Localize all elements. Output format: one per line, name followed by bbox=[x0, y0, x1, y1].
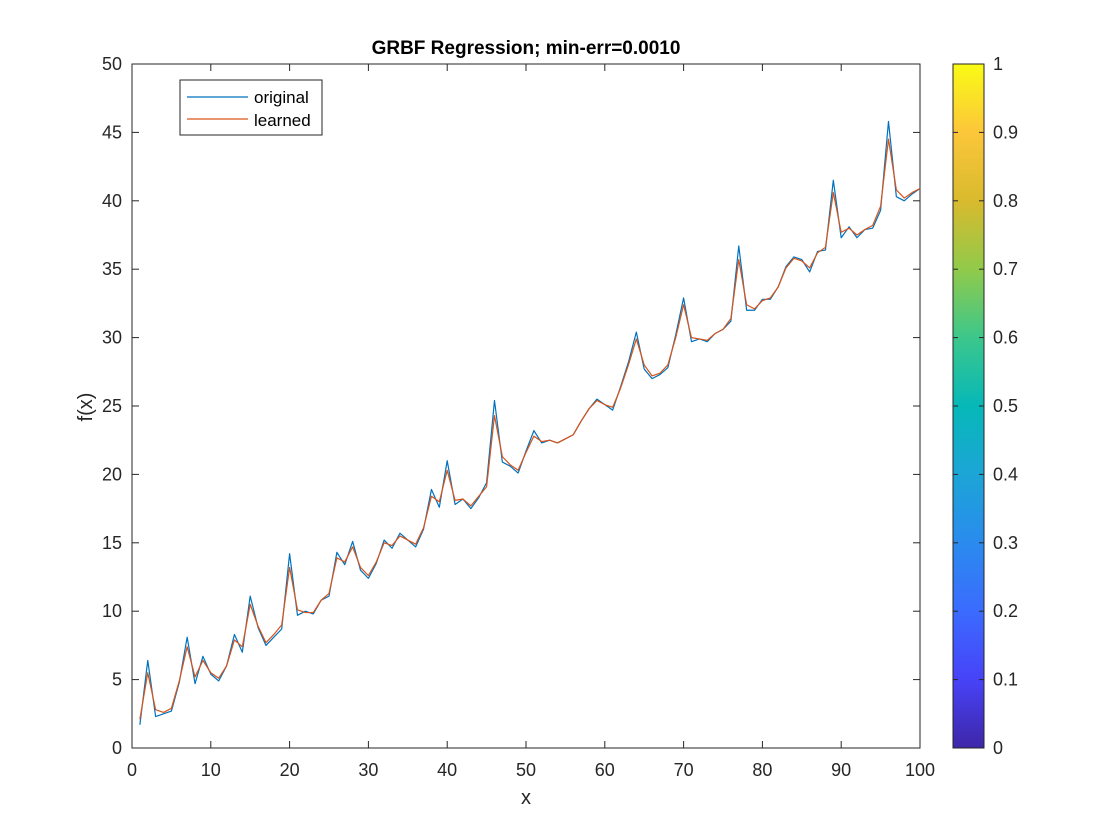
y-tick-label: 20 bbox=[102, 464, 122, 484]
y-tick-label: 50 bbox=[102, 54, 122, 74]
plot-axes: 0 10 20 30 40 50 60 70 80 90 100 0 5 10 15 20 25 30 35 40 4… bbox=[102, 54, 935, 780]
series-line-learned bbox=[139, 138, 921, 720]
y-tick-label: 10 bbox=[102, 601, 122, 621]
colorbar-tick-label: 0 bbox=[993, 738, 1003, 758]
y-tick-label: 25 bbox=[102, 396, 122, 416]
chart-title: GRBF Regression; min-err=0.0010 bbox=[372, 38, 681, 59]
y-axis-label: f(x) bbox=[75, 393, 97, 422]
colorbar-tick-label: 0.6 bbox=[993, 328, 1018, 348]
colorbar-tick-label: 0.9 bbox=[993, 122, 1018, 142]
x-tick-label: 40 bbox=[437, 760, 457, 780]
colorbar-tick-label: 0.2 bbox=[993, 601, 1018, 621]
y-axis-ticks: 0 5 10 15 20 25 30 35 40 45 50 bbox=[102, 54, 920, 758]
x-tick-label: 0 bbox=[127, 760, 137, 780]
legend-box bbox=[179, 79, 323, 136]
y-tick-label: 15 bbox=[102, 533, 122, 553]
legend-label-original: original bbox=[254, 88, 309, 107]
colorbar: 0 0.1 0.2 0.3 0.4 0.5 0.6 0.7 0.8 0.9 1 bbox=[952, 54, 1018, 758]
x-tick-label: 30 bbox=[358, 760, 378, 780]
x-axis-ticks: 0 10 20 30 40 50 60 70 80 90 100 bbox=[127, 64, 935, 780]
legend: original learned bbox=[179, 79, 323, 136]
colorbar-tick-label: 0.8 bbox=[993, 191, 1018, 211]
x-tick-label: 20 bbox=[280, 760, 300, 780]
colorbar-tick-label: 0.5 bbox=[993, 396, 1018, 416]
y-tick-label: 45 bbox=[102, 122, 122, 142]
colorbar-ticks: 0 0.1 0.2 0.3 0.4 0.5 0.6 0.7 0.8 0.9 1 bbox=[953, 54, 1018, 758]
y-tick-label: 5 bbox=[112, 670, 122, 690]
colorbar-tick-label: 0.7 bbox=[993, 259, 1018, 279]
x-tick-label: 70 bbox=[674, 760, 694, 780]
colorbar-tick-label: 0.4 bbox=[993, 464, 1018, 484]
x-tick-label: 10 bbox=[201, 760, 221, 780]
colorbar-tick-label: 1 bbox=[993, 54, 1003, 74]
x-tick-label: 80 bbox=[752, 760, 772, 780]
y-tick-label: 30 bbox=[102, 328, 122, 348]
legend-label-learned: learned bbox=[254, 111, 311, 130]
y-tick-label: 0 bbox=[112, 738, 122, 758]
colorbar-gradient bbox=[952, 63, 985, 749]
plot-area bbox=[131, 63, 921, 749]
x-tick-label: 60 bbox=[595, 760, 615, 780]
x-tick-label: 100 bbox=[905, 760, 935, 780]
series-line-original bbox=[139, 120, 921, 725]
series-lines bbox=[139, 120, 921, 725]
x-tick-label: 90 bbox=[831, 760, 851, 780]
y-tick-label: 40 bbox=[102, 191, 122, 211]
x-tick-label: 50 bbox=[516, 760, 536, 780]
y-tick-label: 35 bbox=[102, 259, 122, 279]
colorbar-tick-label: 0.3 bbox=[993, 533, 1018, 553]
x-axis-label: x bbox=[521, 787, 531, 809]
colorbar-tick-label: 0.1 bbox=[993, 670, 1018, 690]
